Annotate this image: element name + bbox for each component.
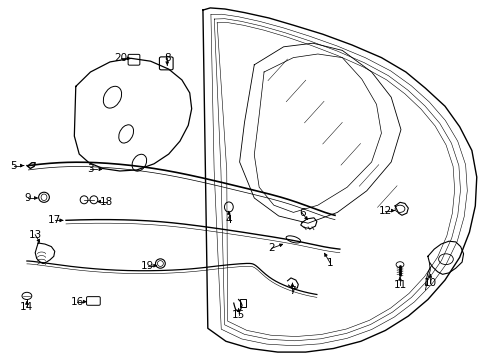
Text: 11: 11 — [392, 280, 406, 290]
Text: 13: 13 — [28, 230, 42, 240]
Text: 15: 15 — [231, 310, 245, 320]
Circle shape — [395, 262, 403, 267]
Text: 1: 1 — [326, 258, 333, 268]
Text: 7: 7 — [288, 286, 295, 296]
Text: 12: 12 — [378, 206, 391, 216]
Text: 8: 8 — [163, 53, 170, 63]
Text: 4: 4 — [225, 215, 232, 225]
Text: 9: 9 — [24, 193, 31, 203]
Text: 20: 20 — [115, 53, 127, 63]
Text: 16: 16 — [70, 297, 84, 307]
Text: 17: 17 — [48, 215, 61, 225]
Text: 10: 10 — [423, 278, 436, 288]
Text: 19: 19 — [141, 261, 154, 271]
Text: 3: 3 — [87, 164, 94, 174]
Bar — [239, 299, 246, 307]
Text: 14: 14 — [20, 302, 34, 312]
Text: 6: 6 — [298, 208, 305, 218]
Text: 18: 18 — [100, 197, 113, 207]
Text: 5: 5 — [10, 161, 17, 171]
Text: 2: 2 — [267, 243, 274, 253]
